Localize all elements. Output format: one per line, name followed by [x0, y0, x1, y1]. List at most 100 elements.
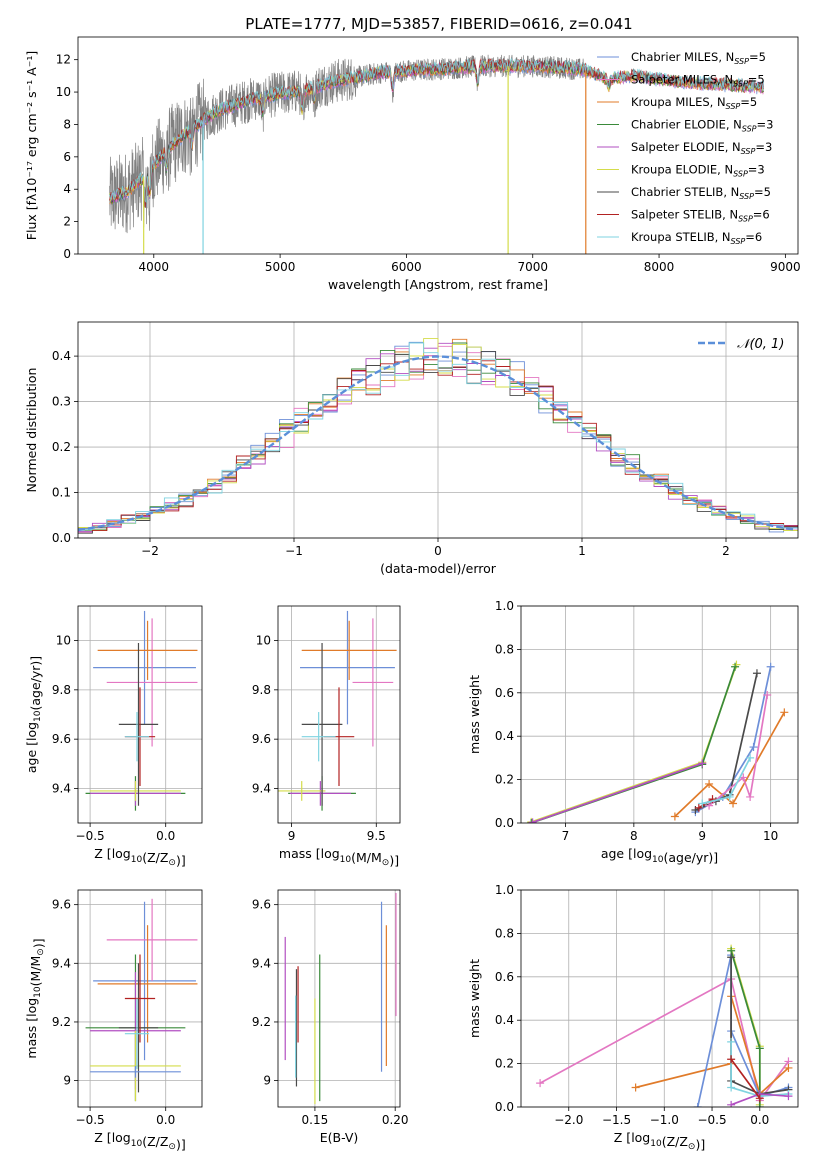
data-layer [85, 898, 198, 1102]
errorbar-point [289, 781, 351, 806]
x-tick-label: 0.0 [156, 1113, 175, 1127]
axes-frame [277, 605, 401, 824]
y-tick-label: 9.4 [252, 956, 271, 970]
y-tick-label: 9.4 [52, 781, 71, 795]
y-tick-label: 9 [263, 1074, 271, 1088]
x-axis-label: Z [log10(Z/Z⊙)] [94, 1130, 185, 1152]
y-tick-label: 4 [63, 182, 71, 196]
errorbar-point [90, 781, 181, 801]
y-tick-label: 0.3 [52, 395, 71, 409]
y-tick-label: 9.4 [52, 956, 71, 970]
errorbar-point [106, 618, 198, 747]
x-axis-label: wavelength [Angstrom, rest frame] [328, 277, 548, 292]
data-layer [109, 54, 764, 254]
y-tick-label: 10 [256, 634, 271, 648]
y-tick-label: 10 [56, 634, 71, 648]
errorbar-point [124, 712, 150, 762]
errorbar-point [301, 712, 336, 762]
legend-label: Kroupa STELIB, NSSP=6 [631, 230, 762, 246]
y-tick-label: 0.1 [52, 486, 71, 500]
legend-label: 𝒩(0, 1) [737, 337, 784, 352]
y-axis-label: age [log10(age/yr)] [24, 656, 43, 773]
x-tick-label: 10 [763, 829, 778, 843]
axes-frame [77, 321, 799, 539]
weight-marker [727, 953, 736, 962]
errorbar-point [118, 963, 159, 1093]
panel-mass-vs-EBV: 0.15 0.20 9 9.2 9.4 9.6 E(B-V) [252, 889, 409, 1145]
y-tick-label: 0.8 [495, 926, 514, 940]
legend-label: Chabrier MILES, NSSP=5 [631, 50, 766, 66]
data-layer [85, 610, 198, 811]
y-tick-label: 9.6 [52, 732, 71, 746]
y-tick-label: 0.4 [495, 729, 514, 743]
panel-residuals: −2 −1 0 1 2 0.0 0.1 0.2 0.3 0.4 (data-model)/error… [24, 321, 799, 576]
errorbar-point [124, 998, 150, 1069]
plot-area [521, 606, 798, 823]
data-layer [536, 944, 793, 1107]
weight-marker [727, 1037, 736, 1046]
errorbar-point [278, 781, 326, 801]
y-tick-label: 10 [56, 85, 71, 99]
x-tick-label: 9 [288, 829, 296, 843]
errorbar-point [301, 642, 343, 806]
x-tick-label: −1.0 [650, 1113, 679, 1127]
x-tick-label: 5000 [265, 260, 296, 274]
y-axis-label: Flux [fλ10⁻¹⁷ erg cm⁻² s⁻¹ A⁻¹] [24, 51, 39, 240]
y-tick-label: 0.2 [495, 773, 514, 787]
legend-label: Kroupa ELODIE, NSSP=3 [631, 163, 765, 179]
y-tick-label: 0.0 [495, 1100, 514, 1114]
weight-marker [727, 1055, 736, 1064]
y-tick-label: 9.6 [252, 898, 271, 912]
errorbar-point [97, 620, 198, 680]
x-tick-label: 7 [562, 829, 570, 843]
histogram-steps [78, 342, 798, 530]
x-axis-label: age [log10(age/yr)] [601, 846, 718, 865]
y-tick-label: 9.8 [52, 683, 71, 697]
weight-marker [731, 662, 740, 671]
weight-marker [763, 690, 772, 699]
x-tick-label: 6000 [391, 260, 422, 274]
weight-marker [725, 792, 734, 801]
weight-marker [755, 1103, 764, 1107]
x-tick-label: −1.5 [602, 1113, 631, 1127]
x-tick-label: −2 [141, 544, 159, 558]
y-tick-label: 0 [63, 247, 71, 261]
axes-frame [520, 605, 799, 824]
figure-title: PLATE=1777, MJD=53857, FIBERID=0616, z=0… [245, 15, 632, 33]
weight-series-line [532, 762, 703, 823]
spectrum-legend: Chabrier MILES, NSSP=5 Salpeter MILES, NS… [597, 50, 773, 246]
data-layer [278, 610, 397, 811]
axes-frame [77, 889, 203, 1108]
x-tick-label: 9000 [770, 260, 801, 274]
y-tick-label: 0.2 [495, 1057, 514, 1071]
errorbar-point [352, 618, 394, 747]
data-layer [284, 892, 397, 1105]
errorbar-point [118, 642, 159, 806]
weight-marker [746, 792, 755, 801]
weight-series-line [708, 694, 769, 807]
x-axis-label: Z [log10(Z/Z⊙)] [614, 1130, 705, 1152]
x-axis-label: (data-model)/error [380, 561, 497, 576]
weight-marker [749, 743, 758, 752]
weight-marker [527, 819, 536, 823]
x-tick-label: 9 [698, 829, 706, 843]
x-tick-label: 0.0 [156, 829, 175, 843]
legend-label: Salpeter STELIB, NSSP=6 [631, 208, 770, 224]
x-tick-label: 0.20 [382, 1113, 409, 1127]
errorbar-point [106, 898, 198, 981]
weight-marker [727, 1083, 736, 1092]
panel-spectrum: 4000 5000 6000 7000 8000 9000 0 2 4 6 8 10 12 wavelen… [24, 36, 801, 292]
x-tick-label: −0.5 [76, 1113, 105, 1127]
x-tick-label: 8000 [644, 260, 675, 274]
x-tick-label: 1 [578, 544, 586, 558]
errorbar-point [93, 610, 196, 725]
weight-marker [670, 812, 679, 821]
y-tick-label: 1.0 [495, 883, 514, 897]
axes-frame [277, 889, 401, 1108]
model-spectrum-line [109, 57, 764, 204]
x-tick-label: −0.5 [76, 829, 105, 843]
errorbar-point [301, 620, 397, 680]
legend-label: Chabrier STELIB, NSSP=5 [631, 185, 771, 201]
weight-marker [746, 753, 755, 762]
y-tick-label: 0.0 [495, 816, 514, 830]
